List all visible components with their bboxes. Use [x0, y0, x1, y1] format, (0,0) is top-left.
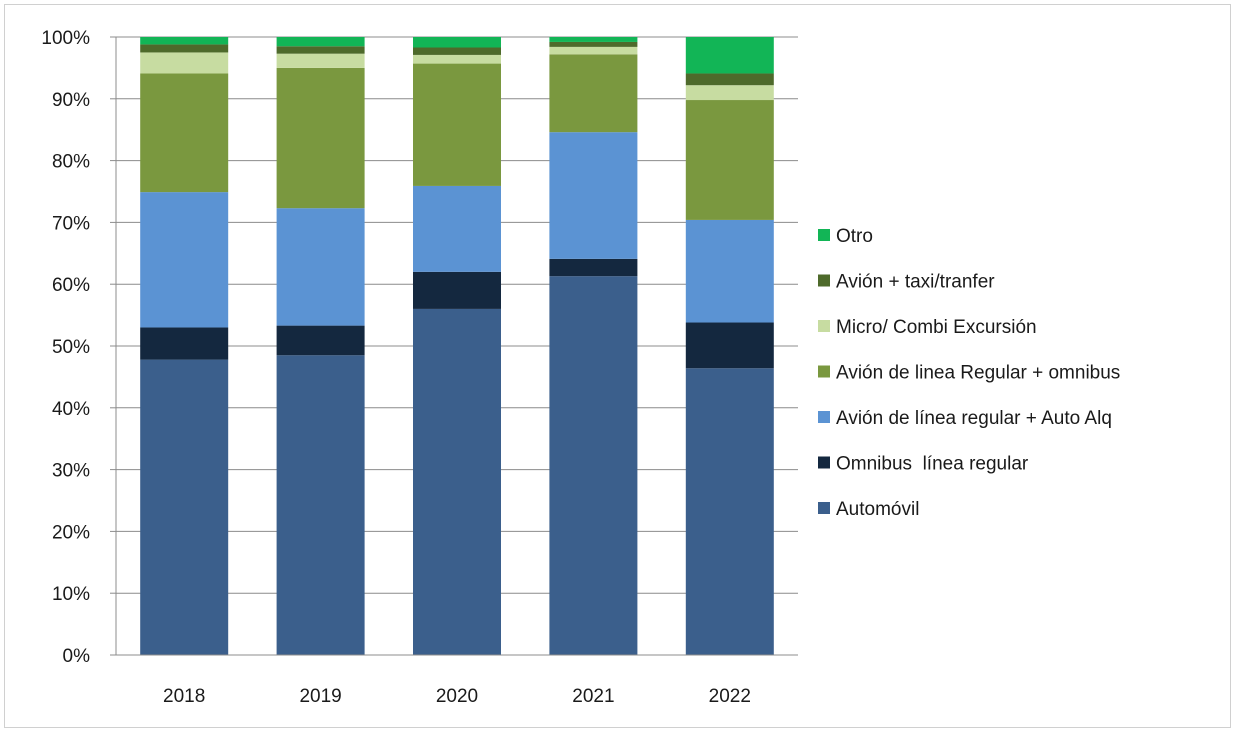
- y-tick-label: 10%: [52, 584, 90, 605]
- bar-segment: [140, 73, 229, 193]
- legend-item: Automóvil: [818, 499, 919, 520]
- x-tick-label: 2018: [163, 686, 205, 707]
- legend-swatch: [818, 320, 830, 332]
- bar-segment: [140, 37, 229, 45]
- y-tick-label: 100%: [41, 28, 90, 49]
- y-tick-label: 20%: [52, 522, 90, 543]
- chart-frame: [4, 4, 1231, 728]
- legend-label: Avión de linea Regular + omnibus: [836, 363, 1120, 384]
- bar-segment: [276, 53, 365, 68]
- legend-item: Avión de linea Regular + omnibus: [818, 363, 1120, 384]
- bar-segment: [276, 208, 365, 326]
- legend-item: Avión de línea regular + Auto Alq: [818, 408, 1112, 429]
- bar-segment: [685, 322, 774, 369]
- bar-segment: [140, 192, 229, 328]
- legend-label: Omnibus línea regular: [836, 454, 1029, 475]
- bar-segment: [413, 308, 501, 655]
- x-tick-label: 2019: [299, 686, 341, 707]
- y-tick-label: 70%: [52, 213, 90, 234]
- bar-segment: [549, 41, 638, 47]
- legend-swatch: [818, 229, 830, 241]
- legend-label: Avión de línea regular + Auto Alq: [836, 408, 1112, 429]
- x-tick-label: 2021: [572, 686, 614, 707]
- bar-segment: [549, 37, 638, 42]
- bar-segment: [140, 44, 229, 53]
- bar-segment: [685, 73, 774, 86]
- y-tick-label: 30%: [52, 461, 90, 482]
- legend-swatch: [818, 502, 830, 514]
- axes: 0% 10% 20% 30% 40% 50% 60% 70% 80% 90% 100% 2018 201…: [41, 28, 798, 707]
- bar-segment: [685, 219, 774, 323]
- bar-segment: [140, 52, 229, 74]
- legend-item: Avión + taxi/tranfer: [818, 272, 995, 293]
- bar-segment: [549, 54, 638, 133]
- bar-segment: [276, 37, 365, 47]
- bar-segment: [413, 63, 501, 186]
- bar-segment: [140, 327, 229, 360]
- bar-segment: [413, 47, 501, 55]
- bar-segment: [549, 132, 638, 259]
- bar-segment: [276, 325, 365, 356]
- legend-item: Otro: [818, 226, 873, 247]
- legend-swatch: [818, 274, 830, 287]
- bar-segment: [413, 185, 501, 272]
- y-tick-label: 80%: [52, 152, 90, 173]
- bar-segment: [276, 67, 365, 209]
- bar-segment: [413, 54, 501, 64]
- bar-segment: [413, 37, 501, 48]
- legend-label: Avión + taxi/tranfer: [836, 272, 995, 293]
- y-tick-label: 90%: [52, 90, 90, 111]
- legend-label: Otro: [836, 226, 873, 247]
- x-tick-label: 2020: [436, 686, 478, 707]
- legend-swatch: [818, 365, 830, 378]
- bar-segment: [549, 276, 638, 655]
- legend-item: Omnibus línea regular: [818, 454, 1029, 475]
- bar-segment: [276, 355, 365, 655]
- legend-label: Automóvil: [836, 499, 919, 520]
- bar-segment: [685, 85, 774, 101]
- bar-segment: [685, 37, 774, 74]
- y-tick-label: 60%: [52, 275, 90, 296]
- legend-item: Micro/ Combi Excursión: [818, 317, 1037, 338]
- legend-swatch: [818, 456, 830, 469]
- bar-segment: [276, 46, 365, 54]
- bar-segment: [549, 258, 638, 277]
- bars: [140, 37, 774, 655]
- y-tick-label: 0%: [63, 646, 91, 667]
- legend-label: Micro/ Combi Excursión: [836, 317, 1037, 338]
- bar-segment: [685, 368, 774, 655]
- bar-segment: [413, 271, 501, 309]
- legend: Otro Avión + taxi/tranfer Micro/ Combi Exc…: [818, 226, 1120, 520]
- y-tick-label: 50%: [52, 337, 90, 358]
- bar-segment: [685, 100, 774, 220]
- legend-swatch: [818, 411, 830, 423]
- bar-segment: [549, 46, 638, 55]
- x-tick-label: 2022: [709, 686, 751, 707]
- bar-segment: [140, 359, 229, 655]
- y-tick-label: 40%: [52, 399, 90, 420]
